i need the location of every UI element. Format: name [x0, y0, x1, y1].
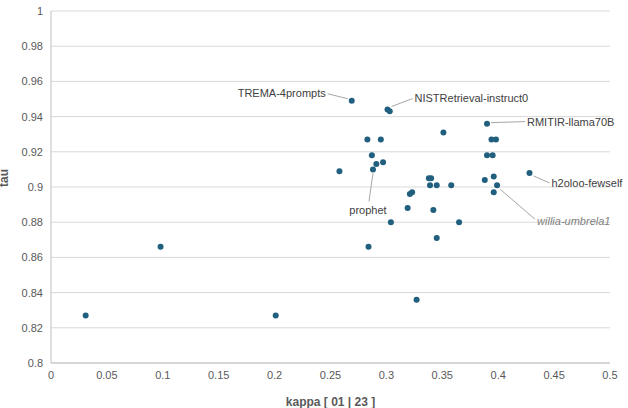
svg-text:0.86: 0.86 [22, 251, 43, 263]
svg-text:0: 0 [48, 369, 54, 381]
svg-text:0.4: 0.4 [491, 369, 506, 381]
svg-text:kappa [ 01 | 23 ]: kappa [ 01 | 23 ] [286, 395, 375, 408]
svg-text:0.96: 0.96 [22, 75, 43, 87]
svg-text:0.45: 0.45 [543, 369, 564, 381]
svg-text:0.94: 0.94 [22, 111, 43, 123]
svg-text:1: 1 [37, 5, 43, 17]
svg-text:0.2: 0.2 [267, 369, 282, 381]
svg-text:0.82: 0.82 [22, 322, 43, 334]
svg-text:h2oloo-fewself: h2oloo-fewself [552, 177, 620, 189]
svg-text:0.88: 0.88 [22, 216, 43, 228]
svg-text:0.84: 0.84 [22, 287, 43, 299]
svg-text:TREMA-4prompts: TREMA-4prompts [238, 87, 327, 99]
svg-text:RMITIR-llama70B: RMITIR-llama70B [527, 116, 614, 128]
svg-text:0.3: 0.3 [379, 369, 394, 381]
svg-text:NISTRetrieval-instruct0: NISTRetrieval-instruct0 [415, 92, 529, 104]
svg-text:0.98: 0.98 [22, 40, 43, 52]
svg-text:0.92: 0.92 [22, 146, 43, 158]
svg-text:tau: tau [8, 169, 11, 187]
svg-text:0.35: 0.35 [432, 369, 453, 381]
svg-text:0.8: 0.8 [28, 357, 43, 369]
svg-text:0.15: 0.15 [208, 369, 229, 381]
svg-text:prophet: prophet [349, 204, 386, 216]
svg-text:0.1: 0.1 [155, 369, 170, 381]
svg-text:willia-umbrela1: willia-umbrela1 [537, 215, 610, 227]
svg-text:0.9: 0.9 [28, 181, 43, 193]
svg-text:0.5: 0.5 [602, 369, 617, 381]
svg-text:0.05: 0.05 [96, 369, 117, 381]
svg-text:0.25: 0.25 [320, 369, 341, 381]
